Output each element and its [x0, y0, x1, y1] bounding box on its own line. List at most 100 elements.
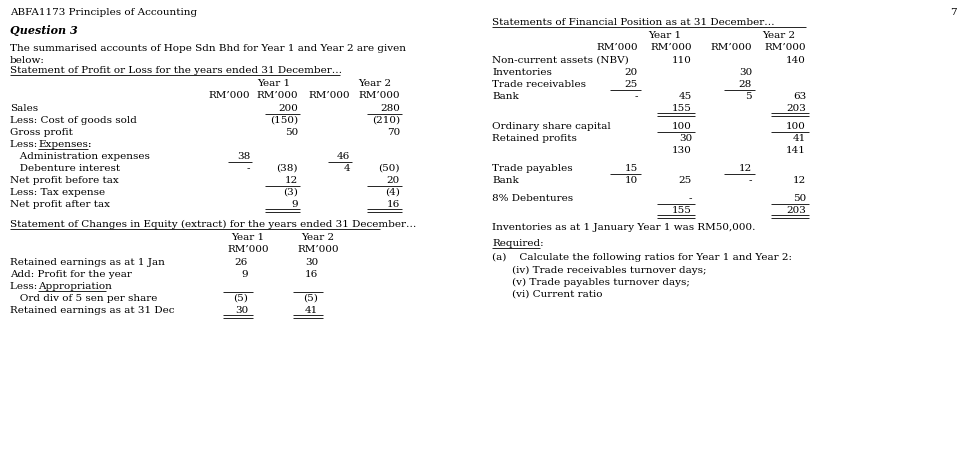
Text: (3): (3) — [283, 188, 298, 197]
Text: Bank: Bank — [492, 92, 518, 101]
Text: 203: 203 — [786, 104, 806, 113]
Text: Net profit after tax: Net profit after tax — [10, 200, 110, 208]
Text: Inventories: Inventories — [492, 68, 552, 77]
Text: 46: 46 — [337, 152, 350, 161]
Text: (38): (38) — [277, 163, 298, 173]
Text: 9: 9 — [242, 269, 248, 278]
Text: 41: 41 — [793, 134, 806, 143]
Text: Retained profits: Retained profits — [492, 134, 577, 143]
Text: 25: 25 — [625, 80, 638, 89]
Text: ABFA1173 Principles of Accounting: ABFA1173 Principles of Accounting — [10, 8, 197, 17]
Text: 28: 28 — [739, 80, 752, 89]
Text: Bank: Bank — [492, 175, 518, 185]
Text: (v) Trade payables turnover days;: (v) Trade payables turnover days; — [512, 277, 689, 287]
Text: 15: 15 — [625, 163, 638, 173]
Text: 155: 155 — [672, 104, 692, 113]
Text: 63: 63 — [793, 92, 806, 101]
Text: 155: 155 — [672, 206, 692, 214]
Text: 16: 16 — [305, 269, 318, 278]
Text: (a)    Calculate the following ratios for Year 1 and Year 2:: (a) Calculate the following ratios for Y… — [492, 252, 792, 262]
Text: 4: 4 — [343, 163, 350, 173]
Text: Less:: Less: — [10, 140, 41, 149]
Text: -: - — [247, 163, 250, 173]
Text: Year 1: Year 1 — [257, 79, 290, 88]
Text: 8% Debentures: 8% Debentures — [492, 194, 573, 202]
Text: below:: below: — [10, 56, 44, 65]
Text: Trade receivables: Trade receivables — [492, 80, 586, 89]
Text: Year 1: Year 1 — [649, 31, 682, 40]
Text: RM’000: RM’000 — [256, 91, 298, 100]
Text: Expenses:: Expenses: — [38, 140, 91, 149]
Text: 20: 20 — [625, 68, 638, 77]
Text: 26: 26 — [235, 257, 248, 266]
Text: Add: Profit for the year: Add: Profit for the year — [10, 269, 132, 278]
Text: 110: 110 — [672, 56, 692, 65]
Text: (iv) Trade receivables turnover days;: (iv) Trade receivables turnover days; — [512, 265, 707, 275]
Text: Appropriation: Appropriation — [38, 282, 112, 290]
Text: Statement of Profit or Loss for the years ended 31 December…: Statement of Profit or Loss for the year… — [10, 66, 342, 75]
Text: 50: 50 — [793, 194, 806, 202]
Text: 12: 12 — [739, 163, 752, 173]
Text: 100: 100 — [786, 122, 806, 131]
Text: 100: 100 — [672, 122, 692, 131]
Text: Year 1: Year 1 — [231, 232, 265, 242]
Text: RM’000: RM’000 — [597, 43, 638, 52]
Text: The summarised accounts of Hope Sdn Bhd for Year 1 and Year 2 are given: The summarised accounts of Hope Sdn Bhd … — [10, 44, 406, 53]
Text: Inventories as at 1 January Year 1 was RM50,000.: Inventories as at 1 January Year 1 was R… — [492, 223, 755, 232]
Text: Less:: Less: — [10, 282, 41, 290]
Text: :: : — [88, 140, 92, 149]
Text: Trade payables: Trade payables — [492, 163, 572, 173]
Text: Administration expenses: Administration expenses — [10, 152, 150, 161]
Text: (5): (5) — [303, 294, 318, 302]
Text: 280: 280 — [380, 104, 400, 113]
Text: RM’000: RM’000 — [359, 91, 400, 100]
Text: 10: 10 — [625, 175, 638, 185]
Text: (5): (5) — [233, 294, 248, 302]
Text: 30: 30 — [679, 134, 692, 143]
Text: Retained earnings as at 31 Dec: Retained earnings as at 31 Dec — [10, 305, 174, 314]
Text: -: - — [634, 92, 638, 101]
Text: 45: 45 — [679, 92, 692, 101]
Text: Year 2: Year 2 — [359, 79, 392, 88]
Text: (4): (4) — [385, 188, 400, 197]
Text: Year 2: Year 2 — [302, 232, 335, 242]
Text: 7: 7 — [951, 8, 957, 17]
Text: RM’000: RM’000 — [227, 244, 269, 253]
Text: 203: 203 — [786, 206, 806, 214]
Text: Less: Tax expense: Less: Tax expense — [10, 188, 105, 197]
Text: 30: 30 — [305, 257, 318, 266]
Text: Non-current assets (NBV): Non-current assets (NBV) — [492, 56, 629, 65]
Text: Debenture interest: Debenture interest — [10, 163, 120, 173]
Text: 9: 9 — [291, 200, 298, 208]
Text: -: - — [689, 194, 692, 202]
Text: RM’000: RM’000 — [208, 91, 250, 100]
Text: 5: 5 — [746, 92, 752, 101]
Text: RM’000: RM’000 — [711, 43, 752, 52]
Text: RM’000: RM’000 — [308, 91, 350, 100]
Text: 20: 20 — [387, 175, 400, 185]
Text: 12: 12 — [284, 175, 298, 185]
Text: Retained earnings as at 1 Jan: Retained earnings as at 1 Jan — [10, 257, 165, 266]
Text: RM’000: RM’000 — [651, 43, 692, 52]
Text: (50): (50) — [378, 163, 400, 173]
Text: Gross profit: Gross profit — [10, 128, 73, 137]
Text: 30: 30 — [235, 305, 248, 314]
Text: Net profit before tax: Net profit before tax — [10, 175, 119, 185]
Text: 140: 140 — [786, 56, 806, 65]
Text: 70: 70 — [387, 128, 400, 137]
Text: 41: 41 — [305, 305, 318, 314]
Text: Year 2: Year 2 — [762, 31, 796, 40]
Text: Statements of Financial Position as at 31 December…: Statements of Financial Position as at 3… — [492, 18, 775, 27]
Text: Statement of Changes in Equity (extract) for the years ended 31 December…: Statement of Changes in Equity (extract)… — [10, 219, 417, 229]
Text: 130: 130 — [672, 146, 692, 155]
Text: Sales: Sales — [10, 104, 38, 113]
Text: RM’000: RM’000 — [297, 244, 338, 253]
Text: 200: 200 — [278, 104, 298, 113]
Text: 141: 141 — [786, 146, 806, 155]
Text: 16: 16 — [387, 200, 400, 208]
Text: 38: 38 — [237, 152, 250, 161]
Text: (vi) Current ratio: (vi) Current ratio — [512, 289, 602, 298]
Text: Ord div of 5 sen per share: Ord div of 5 sen per share — [10, 294, 158, 302]
Text: RM’000: RM’000 — [764, 43, 806, 52]
Text: 50: 50 — [284, 128, 298, 137]
